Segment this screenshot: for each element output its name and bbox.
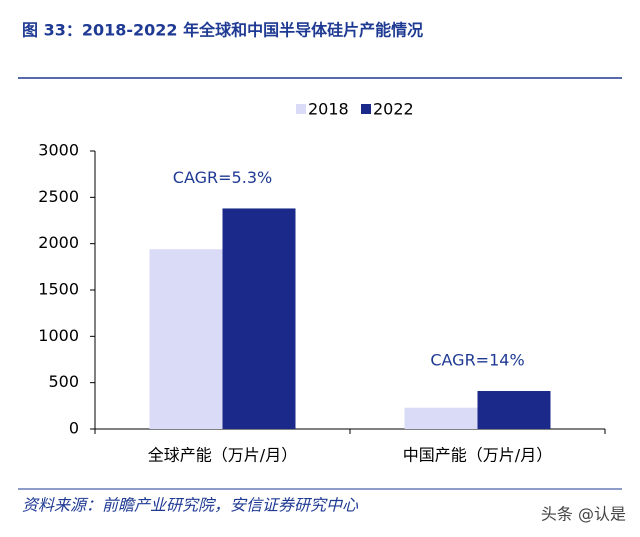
x-tick-label: 中国产能（万片/月） bbox=[403, 446, 552, 465]
bar bbox=[404, 407, 478, 429]
annotation: CAGR=14% bbox=[430, 351, 524, 370]
source: 资料来源：前瞻产业研究院，安信证券研究中心 bbox=[22, 496, 359, 515]
y-tick-label: 500 bbox=[48, 372, 79, 391]
x-tick-label: 全球产能（万片/月） bbox=[148, 446, 297, 465]
watermark: 头条 @认是 bbox=[541, 505, 626, 524]
y-tick-label: 3000 bbox=[38, 141, 79, 160]
y-tick-label: 2500 bbox=[38, 187, 79, 206]
bar bbox=[149, 249, 223, 429]
legend-swatch bbox=[361, 104, 371, 114]
y-tick-label: 0 bbox=[69, 419, 79, 438]
legend-swatch bbox=[296, 104, 306, 114]
y-tick-label: 1500 bbox=[38, 280, 79, 299]
bar bbox=[222, 208, 296, 429]
legend-label: 2022 bbox=[373, 100, 414, 119]
chart-title: 图 33：2018-2022 年全球和中国半导体硅片产能情况 bbox=[22, 21, 423, 40]
legend-label: 2018 bbox=[308, 100, 349, 119]
y-tick-label: 2000 bbox=[38, 233, 79, 252]
y-tick-label: 1000 bbox=[38, 326, 79, 345]
annotation: CAGR=5.3% bbox=[173, 168, 272, 187]
bar bbox=[477, 391, 551, 429]
